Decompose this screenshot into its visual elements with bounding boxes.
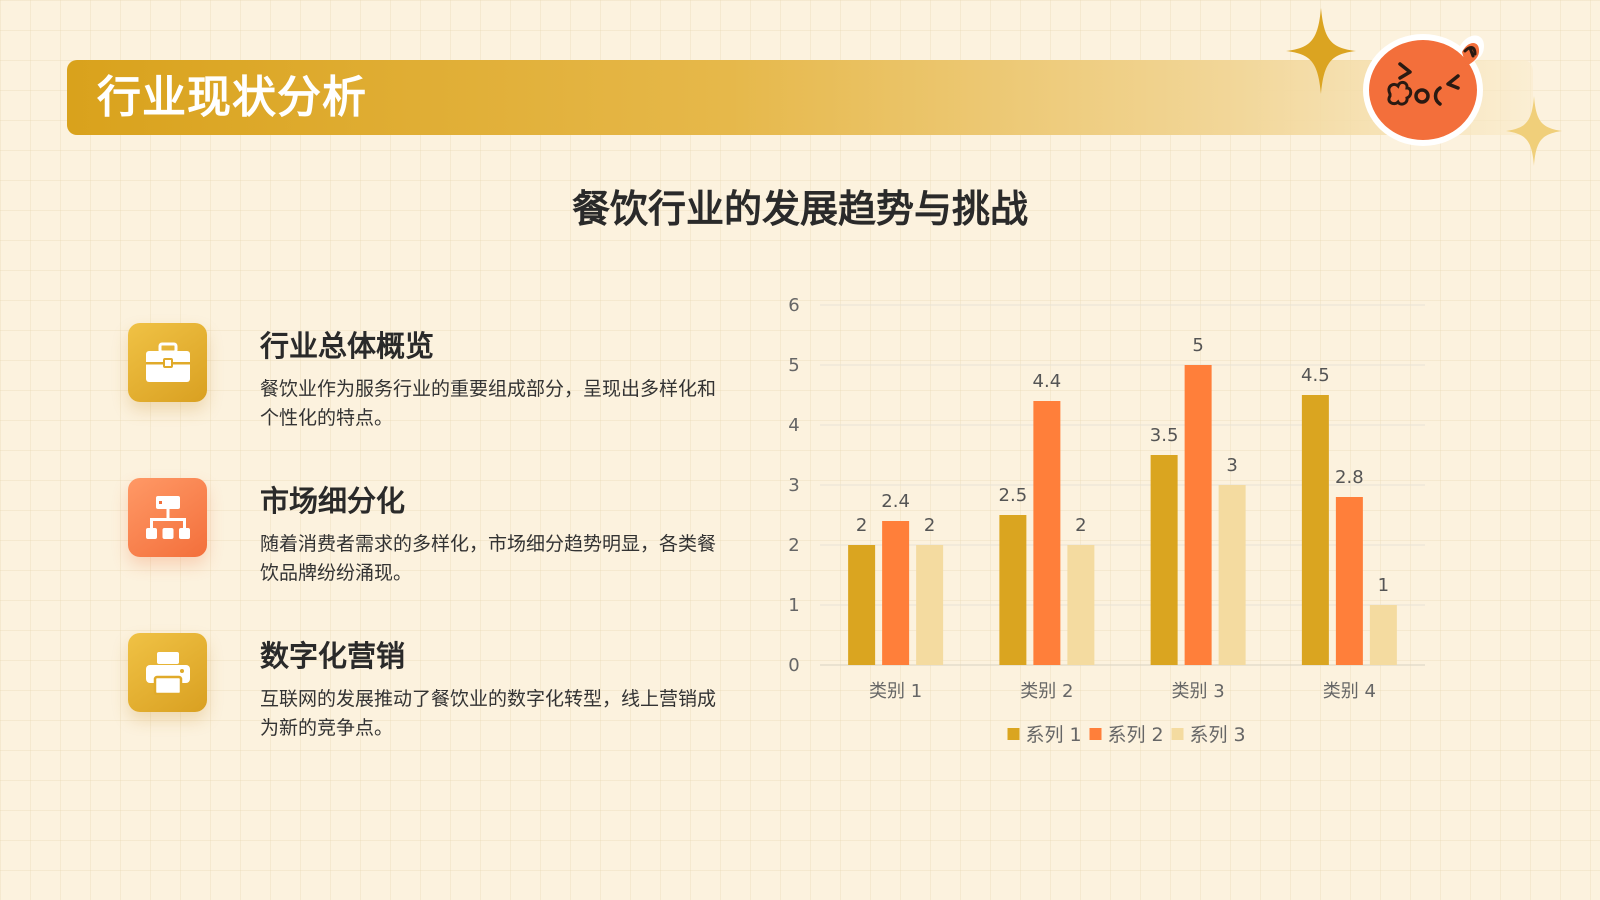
bar bbox=[1301, 395, 1329, 665]
legend-swatch bbox=[1007, 728, 1020, 740]
legend-label: 系列 1 bbox=[1026, 724, 1082, 746]
feature-description: 随着消费者需求的多样化，市场细分趋势明显，各类餐饮品牌纷纷涌现。 bbox=[260, 533, 717, 584]
y-tick-label: 5 bbox=[788, 355, 799, 376]
feature-icon-box bbox=[128, 478, 207, 557]
bar bbox=[1369, 605, 1397, 665]
data-label: 3.5 bbox=[1150, 425, 1179, 446]
x-tick-label: 类别 4 bbox=[1323, 681, 1376, 702]
data-label: 3 bbox=[1226, 455, 1237, 476]
y-tick-label: 3 bbox=[788, 475, 799, 496]
data-label: 2.8 bbox=[1335, 467, 1364, 488]
briefcase-icon bbox=[145, 342, 190, 382]
bar bbox=[1150, 455, 1178, 665]
bar bbox=[1067, 545, 1095, 665]
bar-chart: 0 1 2 3 4 5 6 2 2.4 2 类别 1 2.5 4.4 2 类别 2 3.5 5 3 类别 3 4.5 2… bbox=[788, 295, 1425, 746]
page-title: 行业现状分析 bbox=[97, 72, 367, 123]
data-label: 2.4 bbox=[881, 491, 910, 512]
legend-swatch bbox=[1171, 728, 1184, 740]
data-label: 5 bbox=[1192, 335, 1203, 356]
feature-segmentation: 市场细分化 随着消费者需求的多样化，市场细分趋势明显，各类餐饮品牌纷纷涌现。 bbox=[128, 478, 728, 608]
feature-description: 餐饮业作为服务行业的重要组成部分，呈现出多样化和个性化的特点。 bbox=[260, 378, 717, 429]
bar bbox=[848, 545, 876, 665]
legend-label: 系列 3 bbox=[1190, 724, 1246, 746]
x-tick-label: 类别 2 bbox=[1020, 681, 1073, 702]
header-banner: 行业现状分析 bbox=[67, 60, 1533, 135]
y-tick-label: 6 bbox=[788, 295, 799, 316]
y-tick-label: 4 bbox=[788, 415, 799, 436]
legend-label: 系列 2 bbox=[1108, 724, 1164, 746]
bar bbox=[1218, 485, 1246, 665]
data-label: 2 bbox=[924, 515, 935, 536]
feature-icon-box bbox=[128, 323, 207, 402]
feature-overview: 行业总体概览 餐饮业作为服务行业的重要组成部分，呈现出多样化和个性化的特点。 bbox=[128, 323, 728, 453]
section-subtitle: 餐饮行业的发展趋势与挑战 bbox=[571, 187, 1028, 231]
feature-title: 行业总体概览 bbox=[260, 329, 435, 363]
chart-bars bbox=[848, 365, 1397, 665]
bar bbox=[1335, 497, 1363, 665]
feature-description: 互联网的发展推动了餐饮业的数字化转型，线上营销成为新的竞争点。 bbox=[260, 688, 717, 739]
data-label: 2.5 bbox=[999, 485, 1028, 506]
x-tick-label: 类别 3 bbox=[1172, 681, 1225, 702]
bar bbox=[1184, 365, 1212, 665]
bar bbox=[999, 515, 1027, 665]
bar bbox=[882, 521, 910, 665]
feature-title: 数字化营销 bbox=[260, 639, 406, 673]
printer-icon bbox=[145, 651, 190, 695]
y-tick-label: 2 bbox=[788, 535, 799, 556]
data-label: 1 bbox=[1378, 575, 1389, 596]
data-label: 2 bbox=[856, 515, 867, 536]
x-tick-label: 类别 1 bbox=[869, 681, 922, 702]
chart-legend: 系列 1 系列 2 系列 3 bbox=[1007, 724, 1246, 746]
data-label: 4.4 bbox=[1033, 371, 1062, 392]
chart-labels: 0 1 2 3 4 5 6 2 2.4 2 类别 1 2.5 4.4 2 类别 2 3.5 5 3 类别 3 4.5 2… bbox=[788, 295, 1389, 702]
y-tick-label: 0 bbox=[788, 655, 799, 676]
bar bbox=[916, 545, 944, 665]
feature-title: 市场细分化 bbox=[260, 484, 406, 518]
sitemap-icon bbox=[145, 495, 190, 539]
feature-digital-marketing: 数字化营销 互联网的发展推动了餐饮业的数字化转型，线上营销成为新的竞争点。 bbox=[128, 633, 728, 763]
feature-icon-box bbox=[128, 633, 207, 712]
sparkle-small-icon bbox=[1506, 96, 1562, 166]
mascot-badge-icon bbox=[1363, 34, 1484, 146]
data-label: 4.5 bbox=[1301, 365, 1330, 386]
bar bbox=[1033, 401, 1061, 665]
legend-swatch bbox=[1089, 728, 1102, 740]
data-label: 2 bbox=[1075, 515, 1086, 536]
y-tick-label: 1 bbox=[788, 595, 799, 616]
sparkle-large-icon bbox=[1286, 8, 1356, 94]
